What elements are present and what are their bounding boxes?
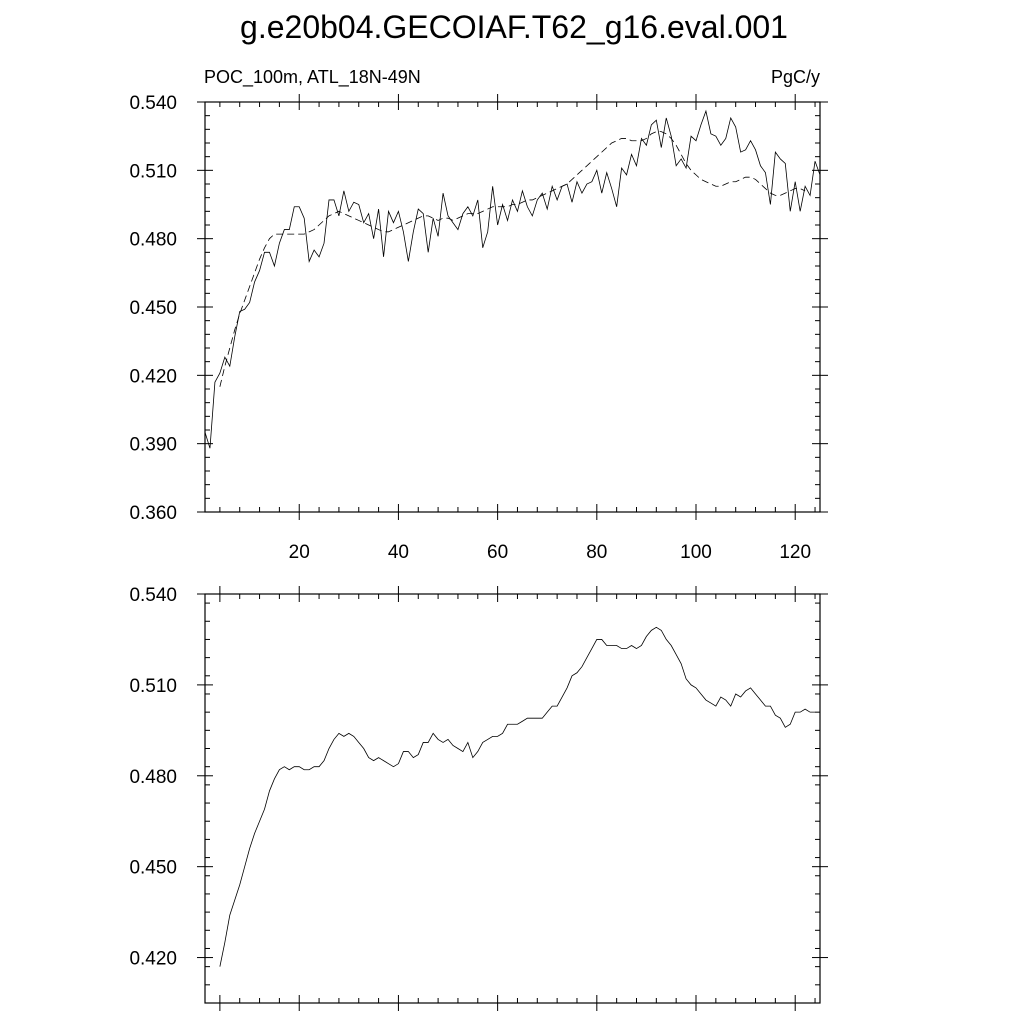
top-series-smoothed-dashed-line-1 bbox=[219, 131, 806, 387]
top-x-tick-label: 40 bbox=[388, 542, 409, 563]
bottom-panel: 0.420 0.450 0.480 0.510 0.540 bbox=[129, 585, 828, 1011]
top-x-tick-label: 20 bbox=[289, 542, 310, 563]
top-y-tick-label: 0.540 bbox=[129, 93, 177, 114]
top-y-tick-label: 0.510 bbox=[129, 161, 177, 182]
bottom-y-tick-label: 0.480 bbox=[129, 767, 177, 788]
bottom-y-tick-label: 0.510 bbox=[129, 676, 177, 697]
top-y-tick-label: 0.480 bbox=[129, 230, 177, 251]
chart-title: g.e20b04.GECOIAF.T62_g16.eval.001 bbox=[240, 9, 788, 45]
top-panel: 0.360 0.390 0.420 0.450 0.480 0.510 0.540 20 40 6… bbox=[129, 93, 828, 563]
top-y-tick-label: 0.450 bbox=[129, 298, 177, 319]
top-y-tick-label: 0.420 bbox=[129, 366, 177, 387]
top-plot-frame bbox=[204, 101, 821, 513]
top-x-tick-label: 80 bbox=[586, 542, 607, 563]
bottom-y-tick-label: 0.450 bbox=[129, 858, 177, 879]
bottom-y-tick-label: 0.540 bbox=[129, 585, 177, 606]
top-y-tick-label: 0.390 bbox=[129, 435, 177, 456]
top-x-tick-label: 120 bbox=[779, 542, 811, 563]
right-string: PgC/y bbox=[771, 67, 820, 87]
bottom-plot-frame bbox=[204, 593, 821, 1004]
top-x-tick-label: 100 bbox=[680, 542, 712, 563]
left-string: POC_100m, ATL_18N-49N bbox=[204, 67, 421, 88]
bottom-y-tick-label: 0.420 bbox=[129, 949, 177, 970]
top-y-tick-label: 0.360 bbox=[129, 503, 177, 524]
top-series-line-0 bbox=[204, 109, 821, 449]
bottom-series-line-0 bbox=[219, 626, 816, 967]
top-x-tick-label: 60 bbox=[487, 542, 508, 563]
